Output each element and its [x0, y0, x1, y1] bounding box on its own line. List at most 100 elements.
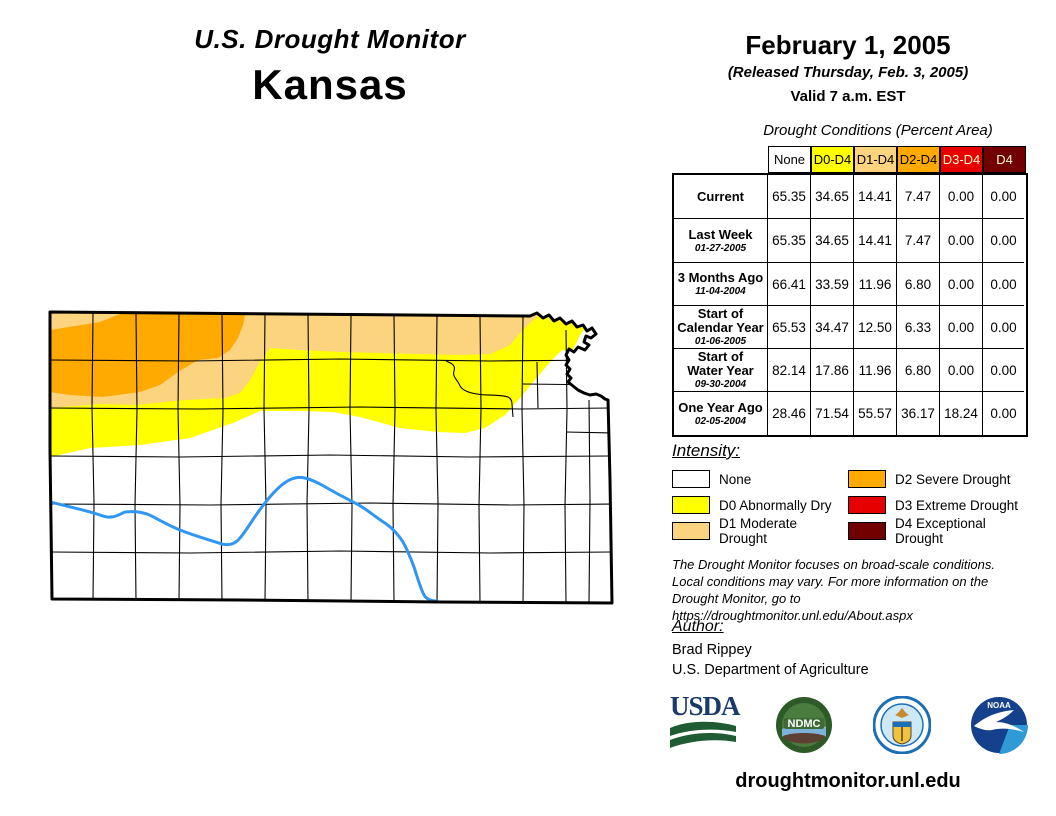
agency-logos: USDA NDMC NOAA — [670, 691, 1028, 755]
ndmc-logo-text: NDMC — [788, 718, 821, 730]
table-cell: 18.24 — [940, 392, 983, 435]
legend-item-d3: D3 Extreme Drought — [848, 492, 1030, 518]
legend-item-d0: D0 Abnormally Dry — [672, 492, 848, 518]
row-label: Last Week — [688, 226, 753, 242]
title-block: U.S. Drought Monitor Kansas — [40, 24, 620, 109]
table-cell: 55.57 — [854, 392, 897, 435]
table-cell: 33.59 — [811, 263, 854, 306]
usda-swoosh-icon — [670, 721, 736, 748]
table-cell: 17.86 — [811, 349, 854, 392]
doc-logo — [872, 695, 931, 754]
table-cell: 0.00 — [940, 175, 983, 219]
table-row: Current 65.35 34.65 14.41 7.47 0.00 0.00 — [674, 175, 1026, 219]
table-body: Current 65.35 34.65 14.41 7.47 0.00 0.00… — [672, 173, 1028, 437]
row-date: 02-05-2004 — [694, 415, 747, 427]
table-cell: 7.47 — [897, 175, 940, 219]
col-header-d3-d4: D3-D4 — [940, 146, 983, 173]
usda-logo-text: USDA — [670, 691, 741, 721]
arkansas-river — [50, 475, 439, 603]
table-cell: 11.96 — [854, 349, 897, 392]
legend-item-d4: D4 Exceptional Drought — [848, 516, 1030, 546]
table-row: 3 Months Ago 11-04-2004 66.41 33.59 11.9… — [674, 263, 1026, 306]
row-date: 01-27-2005 — [694, 242, 747, 254]
swatch-d3 — [848, 496, 886, 514]
row-label: Current — [697, 188, 744, 204]
row-label: Start of Calendar Year — [677, 306, 764, 335]
released-date: (Released Thursday, Feb. 3, 2005) — [727, 64, 969, 81]
table-cell: 34.65 — [811, 175, 854, 219]
table-cell: 0.00 — [940, 349, 983, 392]
table-corner-cell — [672, 146, 768, 173]
row-label: Start of Water Year — [687, 349, 754, 378]
noaa-logo: NOAA — [970, 696, 1028, 754]
table-cell: 65.35 — [768, 219, 811, 263]
author-org: U.S. Department of Agriculture — [672, 662, 869, 678]
right-column: February 1, 2005 (Released Thursday, Feb… — [670, 0, 1030, 816]
drought-legend: None D0 Abnormally Dry D1 Moderate Droug… — [672, 466, 1030, 546]
legend-item-none: None — [672, 466, 848, 492]
col-header-d4: D4 — [983, 146, 1026, 173]
table-cell: 82.14 — [768, 349, 811, 392]
table-cell: 65.35 — [768, 175, 811, 219]
table-row: Start of Calendar Year 01-06-2005 65.53 … — [674, 306, 1026, 349]
table-cell: 11.96 — [854, 263, 897, 306]
row-label: 3 Months Ago — [677, 270, 764, 285]
table-cell: 6.33 — [897, 306, 940, 349]
map-area-d2 — [50, 312, 245, 397]
table-cell: 36.17 — [897, 392, 940, 435]
kansas-state-border — [48, 310, 614, 605]
valid-time: Valid 7 a.m. EST — [790, 88, 906, 105]
disclaimer-text: The Drought Monitor focuses on broad-sca… — [672, 557, 996, 623]
footer-url: droughtmonitor.unl.edu — [735, 770, 961, 792]
author-heading: Author: — [672, 618, 724, 635]
table-cell: 28.46 — [768, 392, 811, 435]
author-name: Brad Rippey — [672, 642, 752, 658]
col-header-d1-d4: D1-D4 — [854, 146, 897, 173]
noaa-logo-text: NOAA — [987, 701, 1011, 710]
swatch-d0 — [672, 496, 710, 514]
table-cell: 66.41 — [768, 263, 811, 306]
table-cell: 34.65 — [811, 219, 854, 263]
table-row: Last Week 01-27-2005 65.35 34.65 14.41 7… — [674, 219, 1026, 263]
table-cell: 0.00 — [983, 263, 1024, 306]
legend-item-d1: D1 Moderate Drought — [672, 516, 848, 546]
row-date: 11-04-2004 — [695, 286, 746, 297]
map-date: February 1, 2005 — [745, 30, 951, 60]
row-label: One Year Ago — [678, 399, 763, 415]
legend-heading: Intensity: — [672, 441, 741, 460]
usda-logo: USDA — [670, 691, 741, 755]
table-cell: 6.80 — [897, 263, 940, 306]
swatch-d1 — [672, 522, 710, 540]
table-cell: 0.00 — [983, 349, 1024, 392]
table-row: Start of Water Year 09-30-2004 82.14 17.… — [674, 349, 1026, 392]
table-cell: 12.50 — [854, 306, 897, 349]
table-cell: 14.41 — [854, 175, 897, 219]
table-caption: Drought Conditions (Percent Area) — [763, 122, 993, 139]
table-cell: 65.53 — [768, 306, 811, 349]
col-header-d0-d4: D0-D4 — [811, 146, 854, 173]
table-row: One Year Ago 02-05-2004 28.46 71.54 55.5… — [674, 392, 1026, 435]
col-header-d2-d4: D2-D4 — [897, 146, 940, 173]
table-cell: 0.00 — [990, 406, 1017, 421]
table-cell: 14.41 — [854, 219, 897, 263]
col-header-none: None — [768, 146, 811, 173]
table-cell: 0.00 — [940, 306, 983, 349]
table-cell: 34.47 — [811, 306, 854, 349]
ndmc-logo: NDMC — [776, 696, 833, 753]
report-title: U.S. Drought Monitor — [194, 24, 466, 54]
county-boundaries — [50, 312, 612, 603]
table-cell: 0.00 — [940, 219, 983, 263]
region-title: Kansas — [252, 61, 408, 108]
table-cell: 71.54 — [811, 392, 854, 435]
table-cell: 0.00 — [983, 175, 1024, 219]
kansas-map-svg — [48, 310, 614, 605]
kansas-drought-map — [40, 300, 620, 612]
table-cell: 0.00 — [983, 219, 1024, 263]
drought-conditions-table: None D0-D4 D1-D4 D2-D4 D3-D4 D4 Current … — [672, 146, 1028, 437]
swatch-none — [672, 470, 710, 488]
table-header-row: None D0-D4 D1-D4 D2-D4 D3-D4 D4 — [672, 146, 1028, 173]
swatch-d4 — [848, 522, 886, 540]
table-cell: 0.00 — [983, 306, 1024, 349]
table-cell: 6.80 — [897, 349, 940, 392]
